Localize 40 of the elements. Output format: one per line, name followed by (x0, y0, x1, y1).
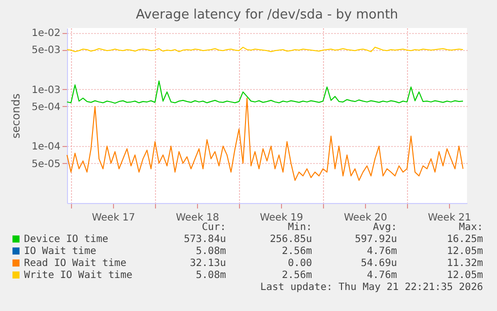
text: Max: (458, 222, 483, 233)
text: 12.05m (446, 270, 483, 281)
x-tick-label: Week 17 (92, 212, 136, 224)
text: 12.05m (446, 246, 483, 257)
x-tick-label: Week 21 (428, 212, 472, 224)
text: 2.56m (282, 270, 312, 281)
text: Avg: (372, 222, 397, 233)
text: 54.69u (360, 258, 397, 269)
chart-title: Average latency for /dev/sda - by month (136, 8, 398, 22)
text: 256.85u (270, 234, 312, 245)
text: 0.00 (288, 258, 312, 269)
legend-label: Device IO time (24, 234, 108, 245)
text: 5.08m (196, 270, 226, 281)
text: 5.08m (196, 246, 226, 257)
legend-label: IO Wait time (24, 246, 96, 257)
line-series (66, 80, 464, 104)
y-tick-label: 1e-03 (32, 84, 60, 96)
text: 32.13u (190, 258, 226, 269)
legend-label: Read IO Wait time (24, 258, 126, 269)
text: 4.76m (366, 270, 397, 281)
text: 11.32m (446, 258, 483, 269)
y-axis-title: seconds (10, 93, 23, 138)
line-series (66, 98, 464, 181)
text: 16.25m (446, 234, 483, 245)
legend-label: Write IO Wait time (24, 270, 132, 281)
x-tick-label: Week 19 (260, 212, 304, 224)
y-tick-label: 5e-03 (32, 45, 60, 56)
y-tick-label: 1e-02 (32, 28, 60, 39)
text: Cur: (202, 222, 226, 233)
text: Min: (288, 222, 312, 233)
y-tick-label: 1e-04 (32, 142, 60, 153)
text: 597.92u (354, 234, 397, 245)
y-tick-label: 5e-05 (32, 158, 60, 170)
x-tick-label: Week 20 (344, 212, 388, 224)
text: 2.56m (282, 246, 312, 257)
text: 573.84u (184, 234, 226, 245)
text: Last update: Thu May 21 22:21:35 2026 (260, 282, 483, 293)
text: 4.76m (366, 246, 397, 257)
y-tick-label: 5e-04 (32, 102, 60, 113)
x-tick-label: Week 18 (176, 212, 220, 224)
